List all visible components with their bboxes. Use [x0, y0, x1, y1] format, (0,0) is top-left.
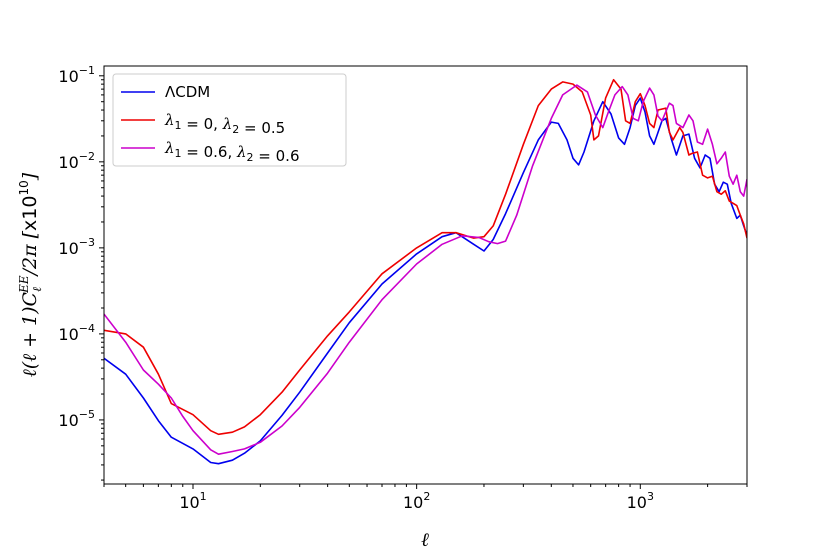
x-tick-label: 102 — [403, 490, 430, 512]
y-tick-label: 10−1 — [58, 64, 95, 86]
series-line-3 — [104, 84, 747, 455]
x-axis-label: ℓ — [421, 529, 429, 551]
y-tick-label: 10−3 — [58, 236, 95, 258]
y-tick-label: 10−5 — [58, 408, 95, 430]
series-line-1 — [104, 97, 747, 465]
legend-label: λ1 = 0.6, λ2 = 0.6 — [164, 139, 300, 165]
y-axis-label: ℓ(ℓ + 1)CℓEE/2π [x1010] — [17, 172, 44, 377]
series-layer — [104, 78, 747, 465]
svg-text:ℓ(ℓ + 1)CℓEE/2π [x1010]: ℓ(ℓ + 1)CℓEE/2π [x1010] — [17, 172, 44, 377]
legend: ΛCDM λ1 = 0, λ2 = 0.5λ1 = 0.6, λ2 = 0.6 — [112, 73, 347, 167]
legend-label: λ1 = 0, λ2 = 0.5 — [164, 111, 285, 137]
legend-label: ΛCDM — [165, 83, 210, 101]
x-tick-label: 103 — [627, 490, 654, 512]
legend-box — [112, 73, 347, 167]
y-axis: 10−5 10−4 10−3 10−2 10−1 — [58, 64, 104, 481]
series-line-2 — [104, 78, 747, 436]
y-tick-label: 10−4 — [58, 322, 95, 344]
plot-frame — [103, 65, 748, 485]
x-axis: 101 102 103 — [103, 484, 748, 512]
y-tick-label: 10−2 — [58, 150, 95, 172]
x-tick-label: 101 — [179, 490, 206, 512]
